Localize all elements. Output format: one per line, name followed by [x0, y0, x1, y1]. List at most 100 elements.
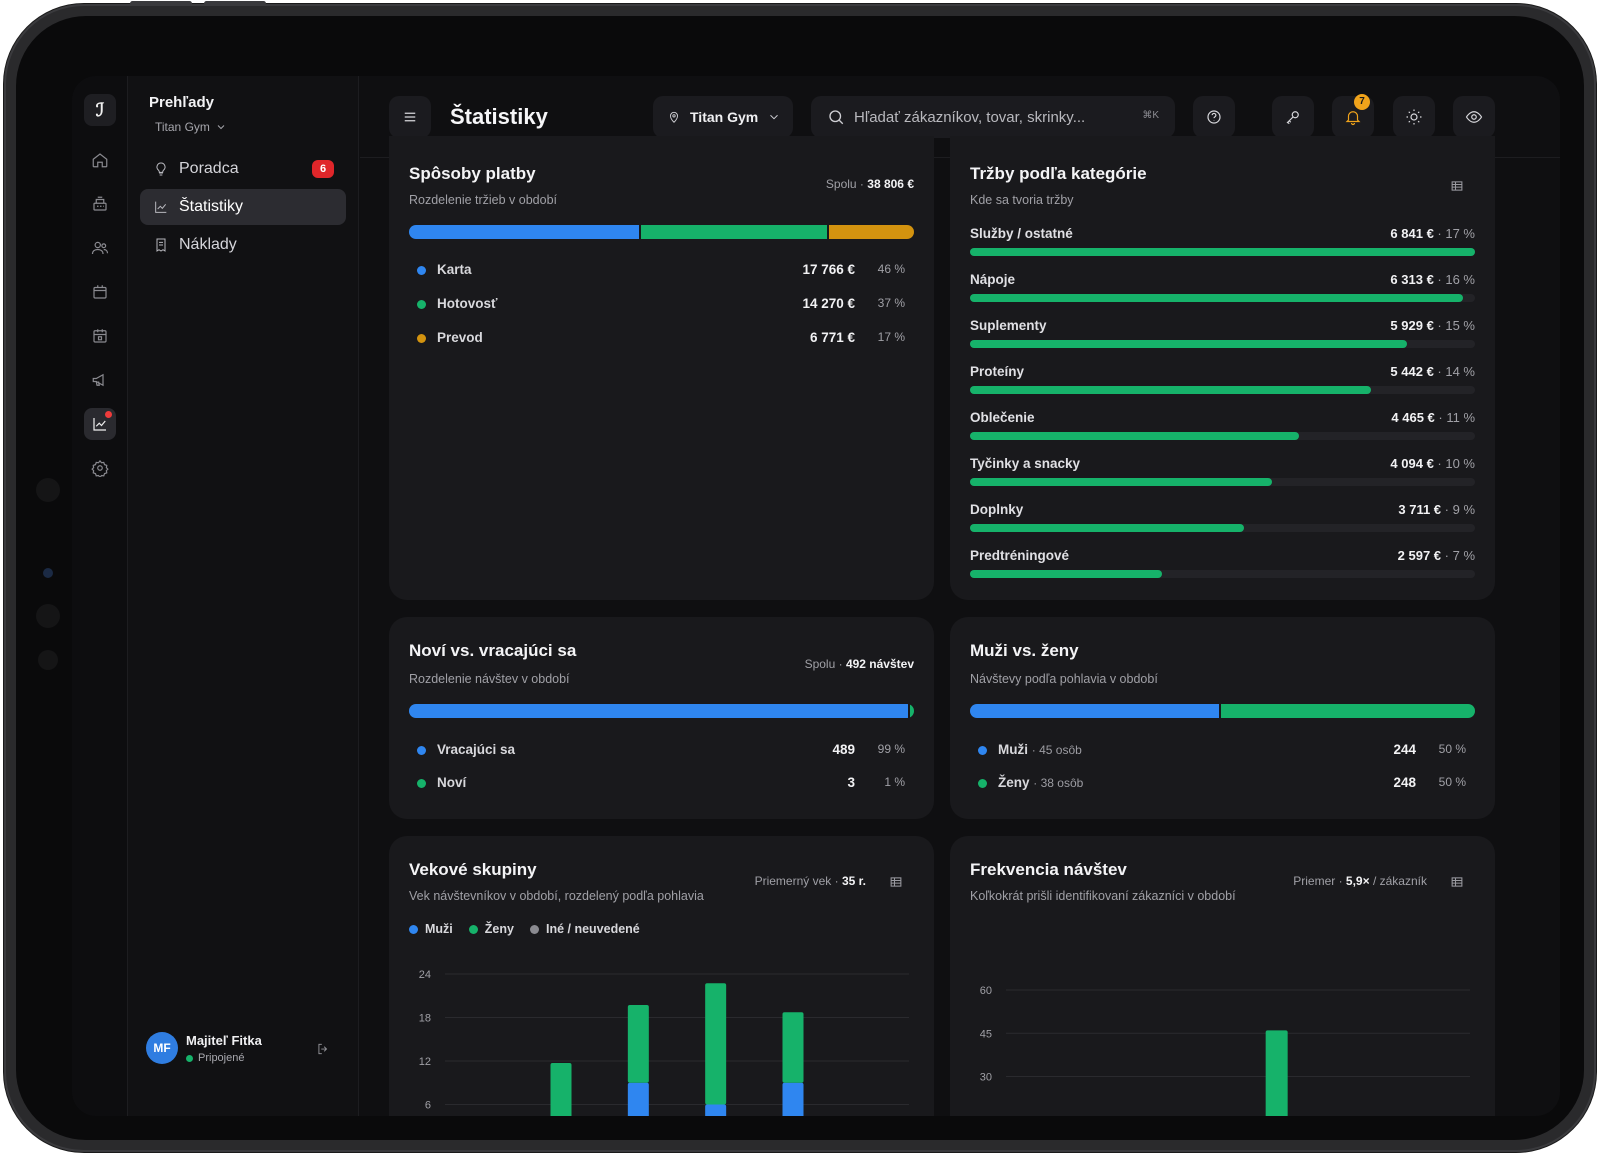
search-input[interactable]: [854, 108, 1124, 126]
card-subtitle: Kde sa tvoria tržby: [970, 193, 1074, 207]
category-fill: [970, 478, 1272, 486]
sidebar-item-label: Náklady: [179, 236, 237, 253]
volume-button: [130, 1, 192, 6]
average-age: Priemerný vek · 35 r.: [754, 874, 866, 888]
app-logo[interactable]: ℐ: [84, 94, 116, 126]
megaphone-icon[interactable]: [84, 364, 116, 396]
row-label: Vracajúci sa: [437, 742, 516, 757]
cash-register-icon[interactable]: [84, 188, 116, 220]
user-profile[interactable]: MF Majiteľ Fitka Pripojené: [146, 1030, 346, 1070]
category-track: [970, 570, 1475, 578]
row-label: Muži · 45 osôb: [998, 742, 1082, 757]
revenue-by-category-card: Tržby podľa kategórie Kde sa tvoria tržb…: [950, 136, 1495, 600]
category-track: [970, 386, 1475, 394]
bar-segment: [627, 1082, 649, 1116]
payment-split-bar: [409, 225, 914, 239]
category-fill: [970, 570, 1162, 578]
card-subtitle: Návštevy podľa pohlavia v období: [970, 672, 1158, 686]
card-title: Spôsoby platby: [409, 164, 536, 183]
icon-rail: ℐ: [72, 76, 128, 1116]
table-view-icon[interactable]: [1451, 875, 1463, 887]
chart-icon[interactable]: [84, 408, 116, 440]
calendar-icon[interactable]: [84, 320, 116, 352]
category-row: Proteíny 5 442 € · 14 %: [970, 364, 1475, 400]
volume-button: [204, 1, 266, 6]
notification-count: 7: [1354, 94, 1370, 110]
key-button[interactable]: [1272, 96, 1314, 138]
sidebar: Prehľady Titan Gym Poradca 6 Štatistiky …: [128, 76, 359, 1116]
sidebar-title: Prehľady: [149, 94, 214, 111]
sidebar-item-statistiky[interactable]: Štatistiky: [140, 189, 346, 225]
store-icon[interactable]: [84, 276, 116, 308]
row-value: 3: [847, 775, 855, 790]
chart-legend: Muži Ženy Iné / neuvedené: [409, 922, 640, 936]
logout-icon[interactable]: [316, 1042, 330, 1056]
row-label: Hotovosť: [437, 296, 498, 311]
user-status: Pripojené: [186, 1052, 244, 1064]
menu-button[interactable]: [389, 96, 431, 138]
category-row: Doplnky 3 711 € · 9 %: [970, 502, 1475, 538]
category-track: [970, 248, 1475, 256]
legend-dot: [978, 746, 987, 755]
category-fill: [970, 432, 1300, 440]
age-groups-chart: 6 12 18 24: [419, 969, 909, 1116]
category-label: Tyčinky a snacky: [970, 456, 1081, 471]
table-view-icon[interactable]: [1451, 179, 1463, 191]
category-label: Nápoje: [970, 272, 1016, 287]
row-label: Prevod: [437, 330, 483, 345]
visit-frequency-chart: 15 30 45 60: [980, 985, 1470, 1116]
category-row: Oblečenie 4 465 € · 11 %: [970, 410, 1475, 446]
camera-sensor: [38, 650, 58, 670]
sidebar-item-poradca[interactable]: Poradca 6: [140, 151, 346, 187]
category-value: 3 711 € · 9 %: [1398, 502, 1475, 517]
sidebar-item-label: Poradca: [179, 160, 239, 177]
theme-toggle-button[interactable]: [1393, 96, 1435, 138]
help-button[interactable]: [1193, 96, 1235, 138]
alert-dot: [105, 411, 112, 418]
legend-row: Muži · 45 osôb 244 50 %: [970, 741, 1475, 759]
camera-sensor: [36, 478, 60, 502]
gender-split-bar: [970, 704, 1475, 718]
split-segment: [641, 225, 827, 239]
page-title: Štatistiky: [450, 104, 548, 129]
split-segment: [409, 225, 640, 239]
bell-icon: [1345, 111, 1361, 126]
category-row: Nápoje 6 313 € · 16 %: [970, 272, 1475, 308]
sidebar-item-naklady[interactable]: Náklady: [140, 227, 346, 263]
category-fill: [970, 386, 1372, 394]
category-value: 5 929 € · 15 %: [1390, 318, 1475, 333]
bar-segment: [1265, 1030, 1288, 1116]
location-pin-icon: [670, 111, 678, 123]
category-value: 4 094 € · 10 %: [1390, 456, 1475, 471]
category-fill: [970, 248, 1475, 256]
row-percent: 37 %: [877, 296, 905, 310]
table-view-icon[interactable]: [890, 875, 902, 887]
category-value: 5 442 € · 14 %: [1390, 364, 1475, 379]
row-percent: 46 %: [877, 262, 905, 276]
category-label: Suplementy: [970, 318, 1047, 333]
legend-row: Vracajúci sa 489 99 %: [409, 741, 914, 759]
lightbulb-icon: [156, 162, 166, 176]
card-title: Tržby podľa kategórie: [970, 164, 1147, 183]
legend-dot: [417, 334, 426, 343]
location-selector[interactable]: Titan Gym: [653, 96, 793, 138]
row-percent: 50 %: [1438, 775, 1466, 789]
search-bar[interactable]: ⌘K: [811, 96, 1175, 138]
legend-row: Hotovosť 14 270 € 37 %: [409, 295, 914, 313]
bar-segment: [782, 1012, 804, 1083]
row-value: 248: [1393, 775, 1416, 790]
split-segment: [409, 704, 908, 718]
gym-selector[interactable]: Titan Gym: [155, 120, 227, 134]
visit-frequency-card: Frekvencia návštev Koľkokrát prišli iden…: [950, 836, 1495, 1116]
settings-icon[interactable]: [84, 452, 116, 484]
users-icon[interactable]: [84, 232, 116, 264]
privacy-toggle-button[interactable]: [1453, 96, 1495, 138]
notifications-button[interactable]: 7: [1332, 94, 1374, 138]
card-title: Muži vs. ženy: [970, 641, 1079, 660]
category-value: 6 841 € · 17 %: [1390, 226, 1475, 241]
home-icon[interactable]: [84, 144, 116, 176]
y-tick-label: 30: [980, 1072, 992, 1084]
legend-item: Iné / neuvedené: [529, 922, 640, 936]
bezel: ℐ Prehľady Titan Gym Poradca: [16, 16, 1584, 1140]
y-tick-label: 12: [419, 1056, 431, 1068]
